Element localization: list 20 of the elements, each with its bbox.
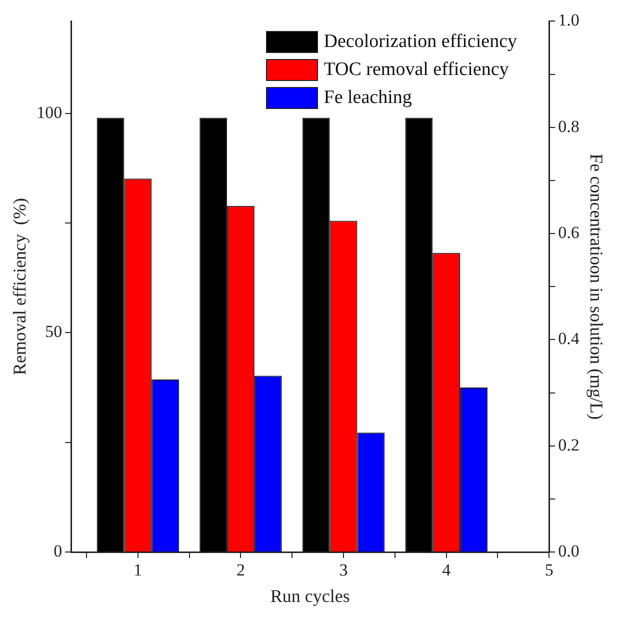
x-tick-label: 3 [339, 560, 348, 580]
y2-tick-label: 0.4 [558, 329, 580, 348]
x-tick-label: 2 [236, 560, 245, 580]
x-tick-label: 1 [134, 560, 142, 580]
y2-tick-label: 0.6 [558, 222, 580, 242]
x-axis-title: Run cycles [270, 586, 350, 606]
y-tick-label: 0 [54, 541, 62, 560]
y2-tick-label: 1.0 [558, 10, 580, 30]
x-tick-label: 4 [442, 560, 452, 580]
y2-tick-label: 0.0 [558, 541, 580, 560]
y-axis-title: Removal efficiency (%) [10, 198, 30, 376]
legend-label: Decolorization efficiency [324, 31, 517, 53]
y-tick-label: 100 [36, 102, 62, 122]
x-tick-label: 5 [544, 560, 554, 580]
y2-axis-title: Fe concentratioon in solution (mg/L) [586, 154, 606, 420]
y2-tick-label: 0.2 [558, 435, 580, 454]
legend-label: Fe leaching [324, 87, 412, 109]
y-tick-label: 50 [45, 322, 62, 342]
legend-label: TOC removal efficiency [324, 59, 509, 81]
y2-tick-label: 0.8 [558, 116, 580, 136]
